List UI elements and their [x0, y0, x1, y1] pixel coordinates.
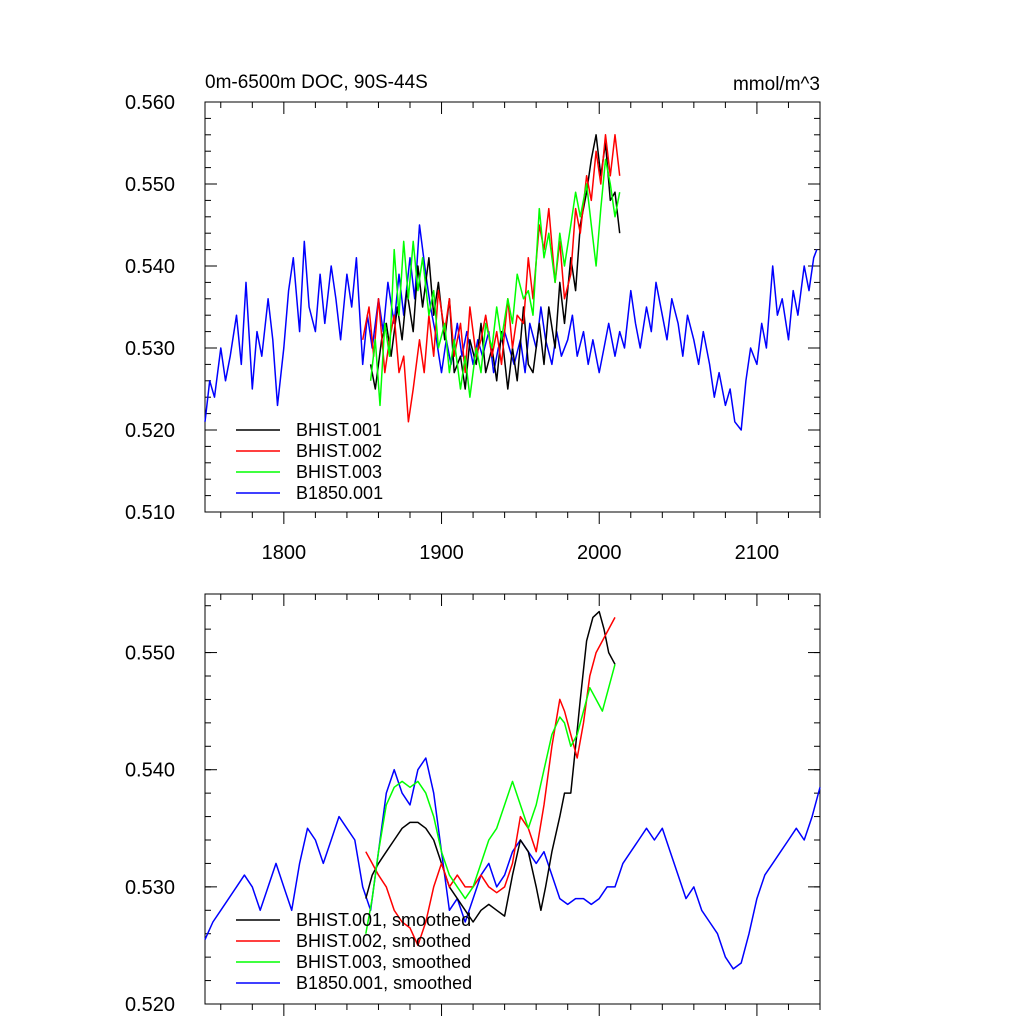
series-line-bhist-002	[361, 134, 621, 423]
chart-units: mmol/m^3	[733, 74, 820, 95]
y-tick-label: 0.530	[125, 338, 175, 360]
legend-label: B1850.001	[296, 483, 383, 503]
y-tick-label: 0.510	[125, 502, 175, 524]
legend-label: BHIST.002, smoothed	[296, 931, 471, 951]
series-line-bhist-001	[369, 134, 621, 390]
legend-label: BHIST.003, smoothed	[296, 952, 471, 972]
y-tick-label: 0.520	[125, 420, 175, 442]
series-line-bhist-001-smoothed	[365, 610, 616, 923]
legend-label: B1850.001, smoothed	[296, 973, 472, 993]
series-line-b1850-001-smoothed	[204, 757, 821, 970]
y-tick-label: 0.520	[125, 994, 175, 1016]
plot-frame	[204, 593, 821, 1005]
top-panel: 0.510 0.520 0.530 0.540 0.550 0.560 1800 1900 20…	[125, 72, 821, 564]
y-tick-label: 0.530	[125, 877, 175, 899]
y-tick-label: 0.540	[125, 256, 175, 278]
x-tick-label: 2000	[577, 542, 622, 564]
y-tick-label: 0.550	[125, 643, 175, 665]
y-tick-label: 0.540	[125, 760, 175, 782]
plot-frame	[204, 101, 821, 513]
legend-label: BHIST.003	[296, 462, 382, 482]
x-tick-label: 2100	[735, 542, 780, 564]
series-line-bhist-003	[369, 158, 621, 407]
y-tick-label: 0.560	[125, 92, 175, 114]
legend-label: BHIST.002	[296, 441, 382, 461]
series-line-bhist-002-smoothed	[365, 617, 616, 947]
x-tick-label: 1800	[262, 542, 307, 564]
y-tick-label: 0.550	[125, 174, 175, 196]
x-tick-label: 1900	[419, 542, 464, 564]
legend-label: BHIST.001, smoothed	[296, 910, 471, 930]
series-line-bhist-003-smoothed	[365, 664, 616, 934]
legend-label: BHIST.001	[296, 420, 382, 440]
chart-title: 0m-6500m DOC, 90S-44S	[205, 72, 428, 93]
